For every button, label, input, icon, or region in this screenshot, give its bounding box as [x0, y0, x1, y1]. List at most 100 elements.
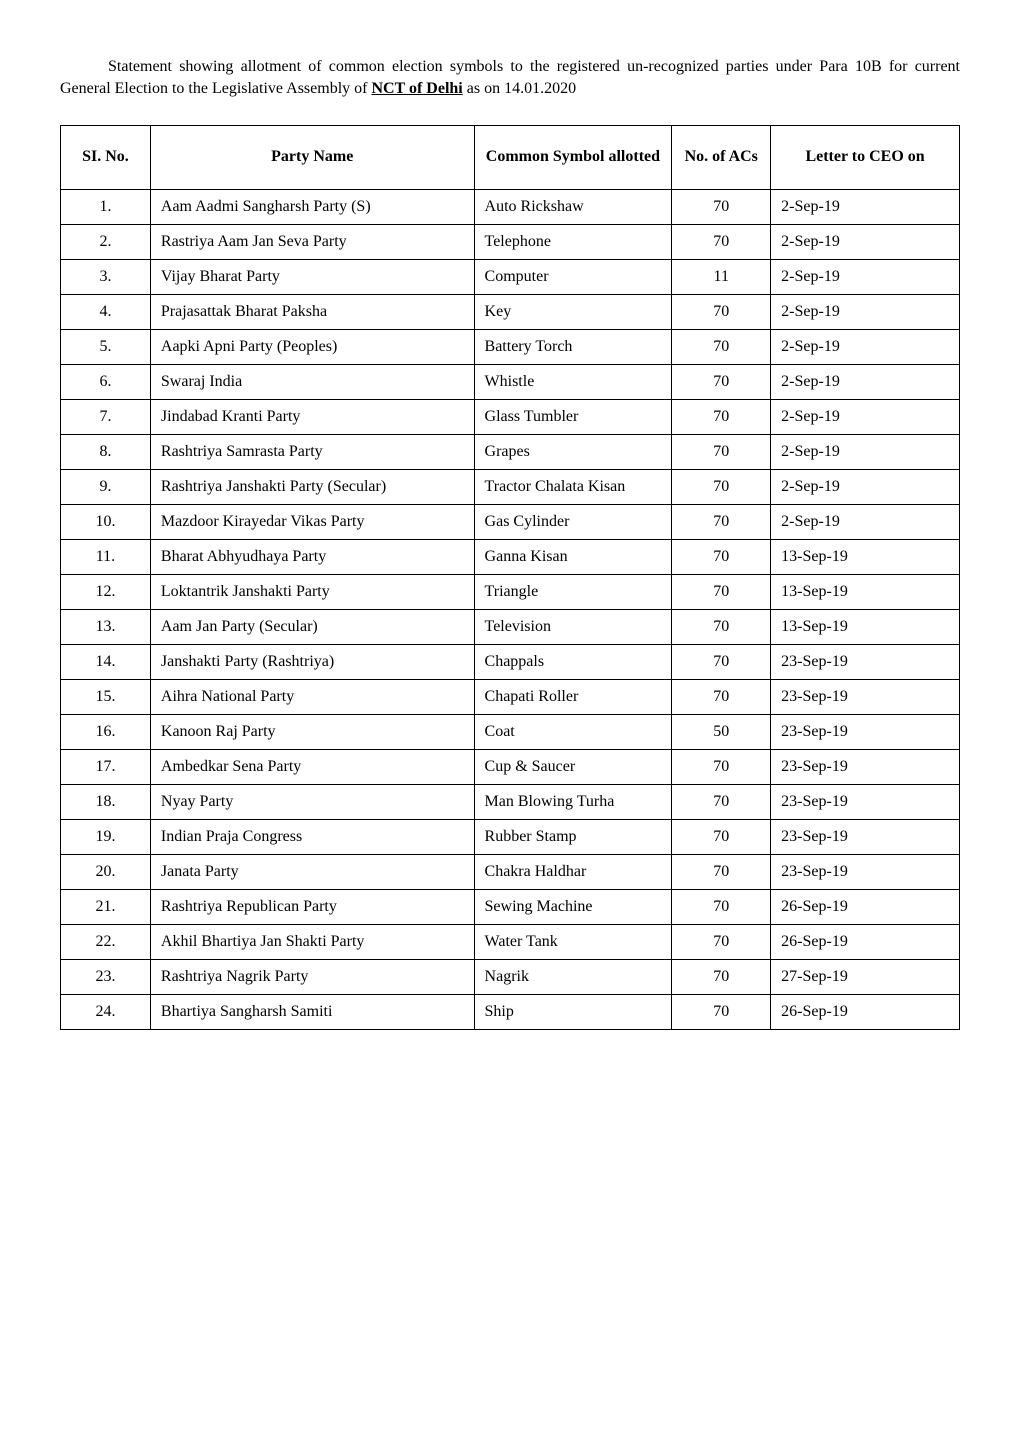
cell-sino: 2. — [61, 224, 151, 259]
cell-letter: 23-Sep-19 — [771, 679, 960, 714]
cell-sino: 22. — [61, 924, 151, 959]
cell-sino: 24. — [61, 994, 151, 1029]
cell-party: Rashtriya Janshakti Party (Secular) — [150, 469, 474, 504]
cell-acs: 70 — [672, 994, 771, 1029]
table-row: 19.Indian Praja CongressRubber Stamp7023… — [61, 819, 960, 854]
cell-party: Rastriya Aam Jan Seva Party — [150, 224, 474, 259]
table-row: 8.Rashtriya Samrasta PartyGrapes702-Sep-… — [61, 434, 960, 469]
cell-acs: 70 — [672, 224, 771, 259]
cell-acs: 50 — [672, 714, 771, 749]
cell-acs: 70 — [672, 434, 771, 469]
intro-after: as on 14.01.2020 — [463, 80, 576, 97]
cell-sino: 21. — [61, 889, 151, 924]
cell-acs: 70 — [672, 749, 771, 784]
cell-letter: 2-Sep-19 — [771, 504, 960, 539]
cell-sino: 11. — [61, 539, 151, 574]
allotment-table: SI. No. Party Name Common Symbol allotte… — [60, 125, 960, 1030]
cell-party: Bharat Abhyudhaya Party — [150, 539, 474, 574]
table-row: 14.Janshakti Party (Rashtriya)Chappals70… — [61, 644, 960, 679]
cell-letter: 2-Sep-19 — [771, 294, 960, 329]
cell-letter: 2-Sep-19 — [771, 329, 960, 364]
cell-acs: 70 — [672, 819, 771, 854]
cell-letter: 13-Sep-19 — [771, 539, 960, 574]
cell-sino: 7. — [61, 399, 151, 434]
cell-party: Jindabad Kranti Party — [150, 399, 474, 434]
table-row: 11.Bharat Abhyudhaya PartyGanna Kisan701… — [61, 539, 960, 574]
header-party: Party Name — [150, 125, 474, 189]
table-row: 24.Bhartiya Sangharsh SamitiShip7026-Sep… — [61, 994, 960, 1029]
table-row: 7.Jindabad Kranti PartyGlass Tumbler702-… — [61, 399, 960, 434]
cell-symbol: Auto Rickshaw — [474, 189, 672, 224]
table-row: 12.Loktantrik Janshakti PartyTriangle701… — [61, 574, 960, 609]
header-symbol: Common Symbol allotted — [474, 125, 672, 189]
cell-letter: 2-Sep-19 — [771, 364, 960, 399]
table-row: 3.Vijay Bharat PartyComputer112-Sep-19 — [61, 259, 960, 294]
header-acs: No. of ACs — [672, 125, 771, 189]
cell-party: Kanoon Raj Party — [150, 714, 474, 749]
cell-sino: 19. — [61, 819, 151, 854]
cell-acs: 70 — [672, 959, 771, 994]
cell-sino: 12. — [61, 574, 151, 609]
cell-symbol: Tractor Chalata Kisan — [474, 469, 672, 504]
table-row: 16.Kanoon Raj PartyCoat5023-Sep-19 — [61, 714, 960, 749]
cell-letter: 2-Sep-19 — [771, 224, 960, 259]
cell-acs: 70 — [672, 574, 771, 609]
table-row: 2.Rastriya Aam Jan Seva PartyTelephone70… — [61, 224, 960, 259]
cell-acs: 70 — [672, 679, 771, 714]
cell-party: Aam Jan Party (Secular) — [150, 609, 474, 644]
cell-letter: 13-Sep-19 — [771, 574, 960, 609]
cell-symbol: Grapes — [474, 434, 672, 469]
cell-acs: 70 — [672, 504, 771, 539]
cell-party: Aam Aadmi Sangharsh Party (S) — [150, 189, 474, 224]
cell-symbol: Key — [474, 294, 672, 329]
cell-sino: 14. — [61, 644, 151, 679]
cell-letter: 2-Sep-19 — [771, 259, 960, 294]
cell-party: Aihra National Party — [150, 679, 474, 714]
cell-symbol: Triangle — [474, 574, 672, 609]
cell-party: Nyay Party — [150, 784, 474, 819]
cell-symbol: Water Tank — [474, 924, 672, 959]
cell-party: Rashtriya Republican Party — [150, 889, 474, 924]
cell-sino: 9. — [61, 469, 151, 504]
table-row: 21.Rashtriya Republican PartySewing Mach… — [61, 889, 960, 924]
table-row: 18.Nyay PartyMan Blowing Turha7023-Sep-1… — [61, 784, 960, 819]
table-row: 1.Aam Aadmi Sangharsh Party (S)Auto Rick… — [61, 189, 960, 224]
cell-party: Ambedkar Sena Party — [150, 749, 474, 784]
cell-letter: 23-Sep-19 — [771, 819, 960, 854]
cell-acs: 70 — [672, 539, 771, 574]
cell-sino: 17. — [61, 749, 151, 784]
cell-party: Akhil Bhartiya Jan Shakti Party — [150, 924, 474, 959]
cell-party: Rashtriya Nagrik Party — [150, 959, 474, 994]
cell-letter: 23-Sep-19 — [771, 644, 960, 679]
cell-acs: 70 — [672, 889, 771, 924]
cell-letter: 2-Sep-19 — [771, 189, 960, 224]
intro-bold-underline: NCT of Delhi — [371, 80, 462, 97]
cell-symbol: Whistle — [474, 364, 672, 399]
cell-symbol: Battery Torch — [474, 329, 672, 364]
cell-sino: 16. — [61, 714, 151, 749]
cell-party: Vijay Bharat Party — [150, 259, 474, 294]
cell-letter: 2-Sep-19 — [771, 469, 960, 504]
cell-letter: 23-Sep-19 — [771, 714, 960, 749]
cell-acs: 70 — [672, 924, 771, 959]
table-header-row: SI. No. Party Name Common Symbol allotte… — [61, 125, 960, 189]
cell-party: Aapki Apni Party (Peoples) — [150, 329, 474, 364]
cell-symbol: Sewing Machine — [474, 889, 672, 924]
cell-symbol: Nagrik — [474, 959, 672, 994]
cell-letter: 26-Sep-19 — [771, 889, 960, 924]
cell-symbol: Chakra Haldhar — [474, 854, 672, 889]
header-letter: Letter to CEO on — [771, 125, 960, 189]
cell-symbol: Gas Cylinder — [474, 504, 672, 539]
cell-party: Mazdoor Kirayedar Vikas Party — [150, 504, 474, 539]
cell-letter: 2-Sep-19 — [771, 434, 960, 469]
cell-symbol: Chapati Roller — [474, 679, 672, 714]
cell-sino: 5. — [61, 329, 151, 364]
cell-party: Swaraj India — [150, 364, 474, 399]
cell-letter: 26-Sep-19 — [771, 994, 960, 1029]
table-body: 1.Aam Aadmi Sangharsh Party (S)Auto Rick… — [61, 189, 960, 1029]
cell-acs: 70 — [672, 189, 771, 224]
cell-party: Janshakti Party (Rashtriya) — [150, 644, 474, 679]
cell-sino: 18. — [61, 784, 151, 819]
cell-party: Rashtriya Samrasta Party — [150, 434, 474, 469]
intro-paragraph: Statement showing allotment of common el… — [60, 56, 960, 101]
